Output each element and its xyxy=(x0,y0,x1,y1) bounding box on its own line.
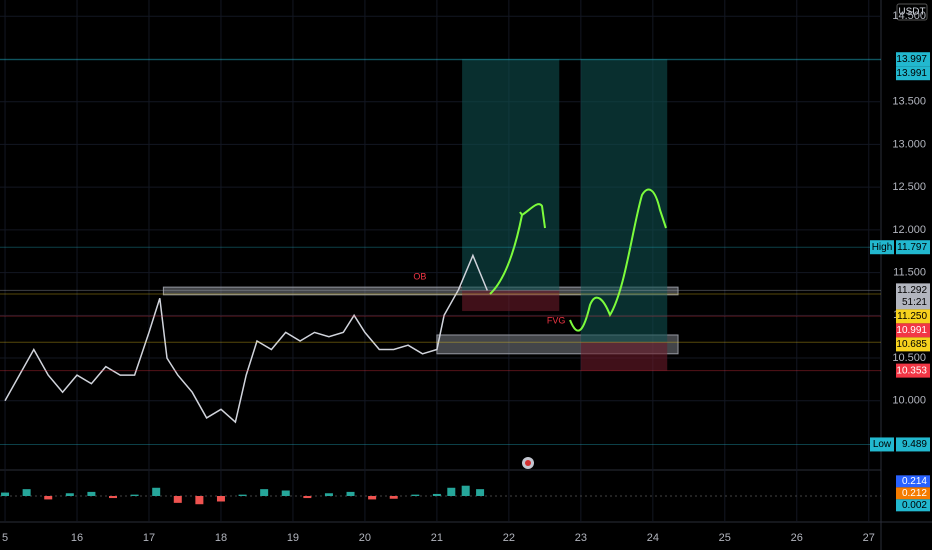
price-badge xyxy=(896,240,930,255)
y-tick-label: 12.000 xyxy=(892,224,926,236)
macd-bar xyxy=(238,494,247,496)
price-badge xyxy=(896,66,930,81)
zone xyxy=(162,286,679,296)
price-badge xyxy=(896,363,930,378)
macd-bar xyxy=(44,496,53,500)
macd-bar xyxy=(195,496,204,505)
macd-label: 0.002 xyxy=(902,500,927,511)
macd-label: 0.214 xyxy=(902,476,927,487)
price-badge xyxy=(896,283,930,310)
price-label: 10.685 xyxy=(896,339,927,350)
x-tick-label: 24 xyxy=(647,532,659,544)
x-tick-label: 22 xyxy=(503,532,515,544)
x-tick-label: 19 xyxy=(287,532,299,544)
macd-bar xyxy=(22,489,31,496)
name-badge xyxy=(870,437,894,452)
price-label: 11.250 xyxy=(897,311,927,322)
y-tick-label: 11.500 xyxy=(893,267,926,279)
macd-badge xyxy=(896,475,930,488)
name-badge xyxy=(870,240,894,255)
macd-bar xyxy=(411,494,420,496)
price-label: 13.991 xyxy=(896,68,927,79)
y-tick-label: 12.500 xyxy=(892,181,926,193)
y-tick-label: 13.500 xyxy=(892,96,926,108)
price-label: 11.797 xyxy=(897,242,927,253)
price-label: 10.991 xyxy=(896,325,927,336)
macd-bar xyxy=(173,496,182,503)
stop-zone xyxy=(580,342,668,371)
price-name: Low xyxy=(873,439,892,450)
macd-bar xyxy=(432,493,441,496)
profit-zone xyxy=(580,59,668,343)
price-name: High xyxy=(872,242,893,253)
macd-bar xyxy=(152,487,161,496)
price-badge xyxy=(896,437,930,452)
x-tick-label: 26 xyxy=(791,532,803,544)
arrow-drawing xyxy=(489,203,546,295)
x-tick-label: 16 xyxy=(71,532,83,544)
price-badge xyxy=(896,323,930,338)
macd-bar xyxy=(476,489,485,496)
arrow-drawing xyxy=(569,188,667,332)
macd-bar xyxy=(1,492,10,496)
annotation: FVG xyxy=(547,315,566,325)
x-tick-label: 17 xyxy=(143,532,155,544)
x-tick-label: 25 xyxy=(719,532,731,544)
price-label: 13.997 xyxy=(896,54,927,65)
price-label: 10.353 xyxy=(896,365,927,376)
price-badge xyxy=(896,52,930,67)
macd-bar xyxy=(87,491,96,496)
macd-bar xyxy=(447,487,456,496)
y-tick-label: 14.500 xyxy=(892,10,926,22)
price-badge xyxy=(896,337,930,352)
macd-bar xyxy=(130,494,139,496)
stop-zone xyxy=(462,290,560,312)
macd-badge xyxy=(896,499,930,512)
macd-bar xyxy=(109,496,118,499)
macd-bar xyxy=(260,489,269,496)
macd-bar xyxy=(461,485,470,496)
profit-zone xyxy=(462,59,560,291)
currency-box[interactable] xyxy=(896,3,928,21)
macd-bar xyxy=(324,493,333,496)
x-tick-label: 23 xyxy=(575,532,587,544)
y-tick-label: 10.000 xyxy=(892,395,926,407)
macd-bar xyxy=(346,491,355,496)
countdown: 51:21 xyxy=(902,297,927,308)
price-label: 11.292 xyxy=(897,285,927,296)
macd-bar xyxy=(216,496,225,502)
currency: USDT xyxy=(898,7,925,18)
event-icon-dot xyxy=(525,460,531,466)
macd-bar xyxy=(368,496,377,500)
price-label: 9.489 xyxy=(902,439,927,450)
macd-bar xyxy=(65,493,74,496)
macd-label: 0.212 xyxy=(902,488,927,499)
x-tick-label: 21 xyxy=(431,532,443,544)
x-tick-label: 27 xyxy=(863,532,875,544)
x-tick-label: 18 xyxy=(215,532,227,544)
macd-bar xyxy=(303,496,312,499)
macd-bar xyxy=(281,490,290,496)
y-tick-label: 13.000 xyxy=(892,138,926,150)
macd-bar xyxy=(389,496,398,499)
macd-badge xyxy=(896,487,930,500)
price-line xyxy=(4,253,488,424)
x-tick-label: 20 xyxy=(359,532,371,544)
x-tick-label: 5 xyxy=(2,532,8,544)
price-badge xyxy=(896,309,930,324)
annotation: OB xyxy=(413,272,426,282)
y-tick-label: 10.500 xyxy=(892,352,926,364)
